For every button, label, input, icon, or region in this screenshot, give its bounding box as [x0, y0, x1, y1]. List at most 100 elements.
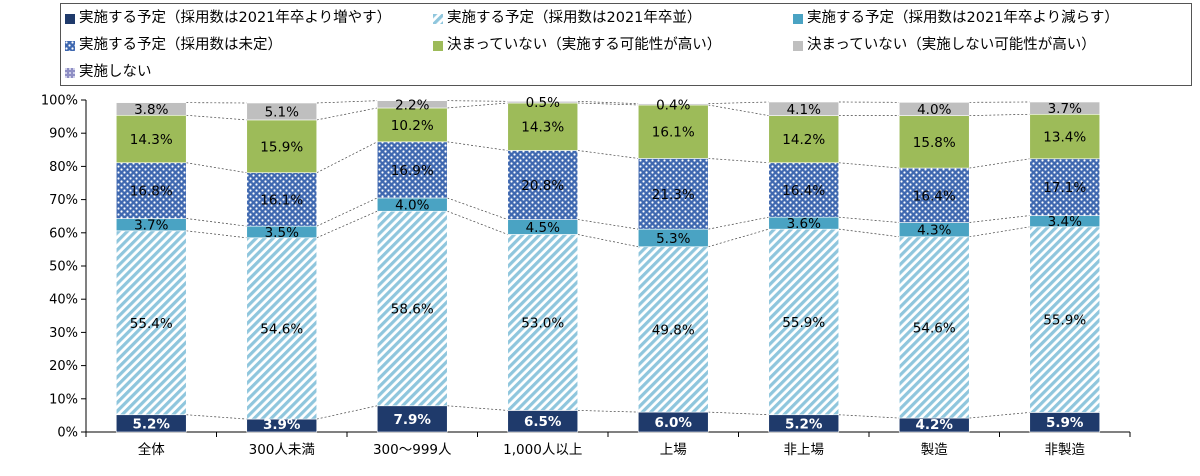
data-label: 7.9% — [394, 412, 432, 428]
legend-swatch-none — [65, 68, 75, 78]
data-label: 55.4% — [130, 316, 173, 332]
data-label: 3.9% — [263, 417, 301, 433]
bar-segment — [768, 162, 840, 218]
legend-label-same: 実施する予定（採用数は2021年卒並） — [447, 10, 702, 26]
data-label: 54.6% — [260, 321, 303, 337]
data-label: 58.6% — [391, 301, 434, 317]
legend-swatch-undecided — [65, 41, 75, 51]
bar-segment — [115, 230, 187, 416]
connector-line — [969, 226, 1030, 238]
bar-segment — [637, 104, 709, 159]
data-label: 3.7% — [134, 218, 168, 234]
data-label: 4.3% — [917, 223, 951, 239]
data-label: 14.2% — [782, 132, 825, 148]
connector-line — [186, 218, 247, 227]
data-label: 0.5% — [526, 95, 560, 111]
data-label: 13.4% — [1043, 130, 1086, 146]
data-label: 16.9% — [391, 163, 434, 179]
data-label: 15.9% — [260, 139, 303, 155]
bar-segment — [507, 102, 579, 151]
bar-segment — [898, 167, 970, 223]
bar-segment — [1029, 158, 1101, 216]
legend-label-none: 実施しない — [79, 64, 152, 80]
connector-line — [316, 107, 378, 121]
bar-segment — [115, 114, 187, 164]
connector-line — [447, 405, 508, 411]
data-label: 4.1% — [787, 102, 821, 118]
data-label: 16.4% — [913, 188, 956, 204]
connector-line — [186, 230, 247, 239]
data-label: 14.3% — [130, 132, 173, 148]
data-label: 5.9% — [1046, 415, 1084, 431]
connector-line — [577, 234, 639, 248]
y-tick-label: 70% — [49, 193, 78, 208]
legend-swatch-decrease — [793, 14, 803, 24]
connector-line — [708, 216, 769, 230]
bar-segment — [376, 100, 448, 109]
bar-segment — [246, 237, 318, 420]
data-label: 3.6% — [787, 216, 821, 232]
legend-swatch-likely — [433, 41, 443, 51]
category-label: 製造 — [921, 442, 949, 458]
bar-segment — [1029, 226, 1101, 413]
y-tick-label: 90% — [49, 127, 78, 142]
connector-line — [447, 210, 508, 235]
connector-line — [708, 411, 769, 416]
bar-segment — [507, 234, 579, 411]
connector-line — [838, 216, 900, 223]
data-label: 14.3% — [521, 120, 564, 136]
bar-segment — [898, 115, 970, 169]
y-tick-label: 50% — [49, 260, 78, 275]
data-label: 4.2% — [916, 417, 954, 433]
connector-line — [577, 150, 639, 159]
data-label: 0.4% — [656, 97, 690, 113]
connector-line — [186, 414, 247, 420]
bar-segment — [507, 150, 579, 220]
connector-line — [708, 104, 769, 116]
legend-swatch-same — [433, 14, 443, 24]
data-label: 3.4% — [1048, 214, 1082, 230]
data-label: 10.2% — [391, 118, 434, 134]
connector-line — [447, 197, 508, 220]
connector-line — [708, 101, 769, 105]
bar-segment — [376, 107, 448, 143]
bar-segment — [376, 210, 448, 407]
category-label: 非製造 — [1045, 442, 1086, 458]
connector-line — [316, 210, 378, 239]
connector-line — [186, 162, 247, 174]
connector-line — [316, 405, 378, 420]
legend-label-undecided: 実施する予定（採用数は未定） — [79, 37, 282, 53]
data-label: 5.2% — [133, 416, 171, 432]
bar-segment — [768, 115, 840, 164]
y-tick-label: 100% — [41, 94, 78, 109]
connector-line — [447, 100, 508, 102]
data-label: 16.1% — [260, 192, 303, 208]
category-label: 300人未満 — [249, 442, 315, 458]
data-label: 21.3% — [652, 187, 695, 203]
bar-segment — [768, 101, 840, 116]
connector-line — [577, 102, 639, 106]
bar-segment — [1029, 101, 1101, 115]
bars — [115, 100, 1101, 433]
category-label: 上場 — [660, 442, 687, 458]
category-label: 300～999人 — [373, 442, 452, 458]
category-label: 全体 — [138, 441, 165, 458]
connector-line — [577, 410, 639, 413]
connector-line — [969, 158, 1030, 169]
data-label: 3.5% — [265, 225, 299, 241]
data-label: 5.1% — [265, 104, 299, 120]
bar-segment — [376, 141, 448, 199]
data-label: 6.5% — [524, 414, 562, 430]
data-label: 49.8% — [652, 322, 695, 338]
y-tick-label: 60% — [49, 226, 78, 241]
data-label: 16.8% — [130, 184, 173, 200]
connector-line — [969, 215, 1030, 223]
connector-line — [838, 228, 900, 238]
y-tick-label: 20% — [49, 359, 78, 374]
legend-swatch-increase — [65, 14, 75, 24]
legend: 実施する予定（採用数は2021年卒より増やす） 実施する予定（採用数は2021年… — [60, 3, 1192, 86]
data-label: 4.0% — [917, 102, 951, 118]
connector-lines — [186, 100, 1030, 420]
y-tick-label: 80% — [49, 160, 78, 175]
